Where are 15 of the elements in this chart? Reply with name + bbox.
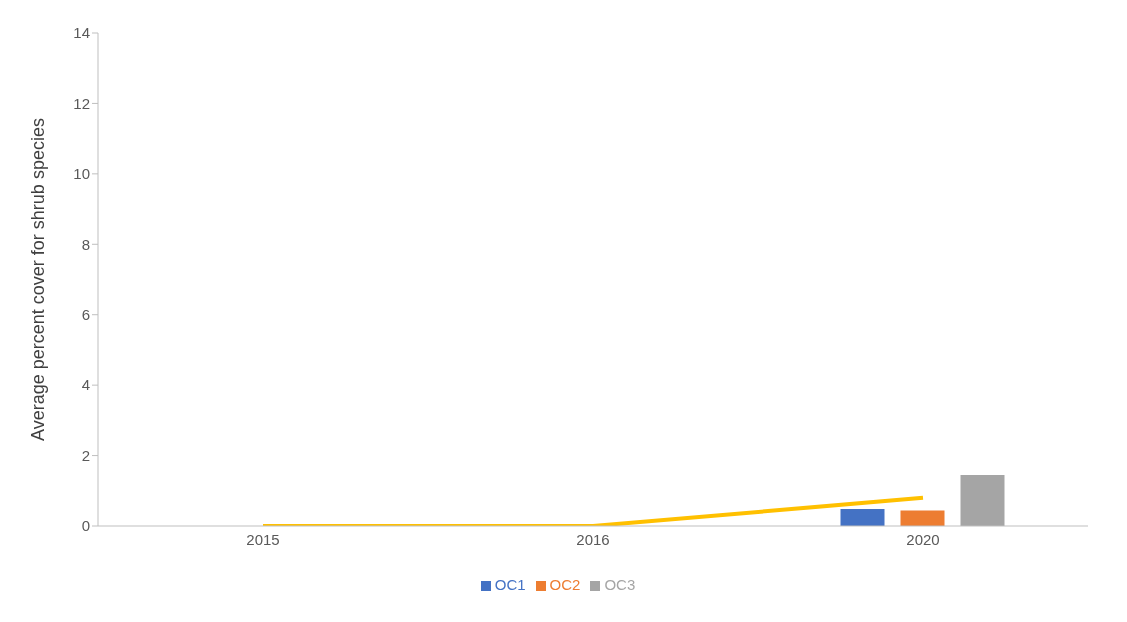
y-tick-label: 6 [81, 306, 90, 324]
legend-label: OC2 [549, 576, 581, 593]
x-tick-label: 2015 [246, 530, 280, 548]
x-tick-label: 2020 [906, 530, 940, 548]
legend-label: OC3 [604, 576, 636, 593]
y-tick-label: 14 [73, 24, 90, 42]
y-tick-label: 0 [81, 517, 90, 535]
y-tick-label: 12 [73, 94, 90, 112]
y-tick-label: 10 [73, 165, 90, 183]
y-axis-title: Average percent cover for shrub species [28, 118, 49, 441]
y-tick-label: 2 [81, 446, 90, 464]
y-tick-label: 8 [81, 235, 90, 253]
x-tick-label: 2016 [576, 530, 610, 548]
y-tick-label: 4 [81, 376, 90, 394]
legend-label: OC1 [494, 576, 526, 593]
